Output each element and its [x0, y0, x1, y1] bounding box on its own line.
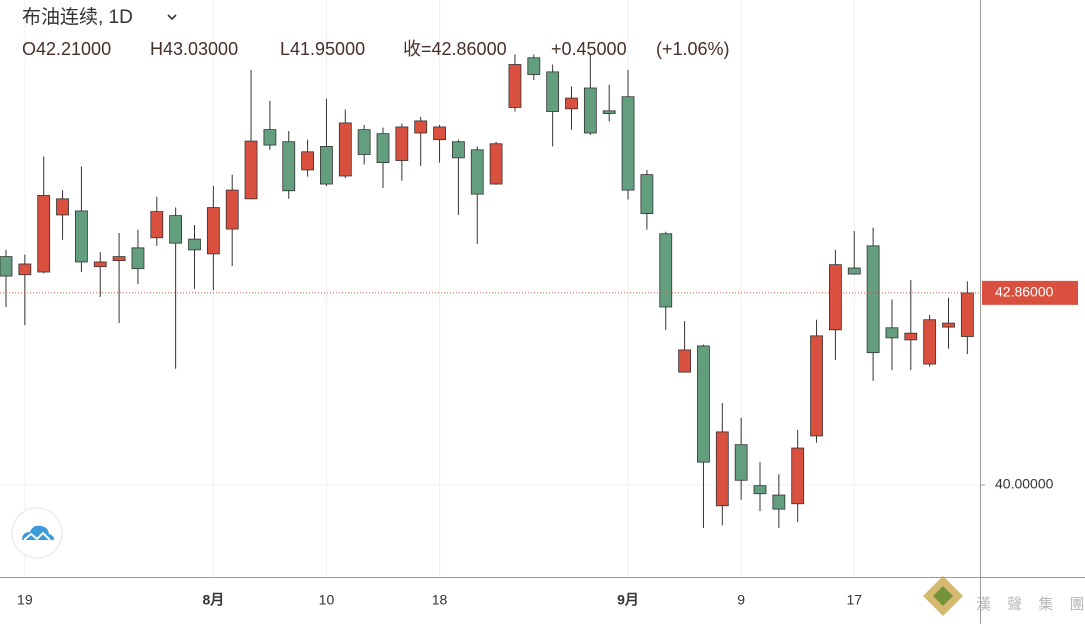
candle-body [697, 345, 710, 463]
candle-body [357, 129, 371, 155]
candle-body [923, 319, 937, 365]
candle-body [734, 444, 748, 481]
candle-body [338, 122, 352, 177]
watermark: 漢 聲 集 團 [976, 596, 1085, 613]
candle-body [942, 322, 955, 328]
candle-body [188, 238, 201, 251]
candle-body [640, 174, 654, 215]
candle-body [866, 245, 880, 354]
candle-body [93, 261, 107, 268]
x-tick-label: 9 [737, 592, 745, 608]
candle-body [470, 149, 484, 195]
candle-body [489, 143, 503, 185]
candle-body [847, 267, 861, 275]
candle-body [37, 195, 51, 273]
x-tick-label: 19 [17, 592, 33, 608]
ohlc-info: +0.45000 [551, 39, 627, 59]
candle-body [508, 64, 522, 108]
candle-body [206, 207, 220, 255]
ohlc-info: O42.21000 [22, 39, 111, 59]
candle-body [829, 264, 842, 331]
candle-body [904, 332, 918, 341]
candle-body [546, 71, 560, 112]
ohlc-info: L41.95000 [280, 39, 365, 59]
candle-body [451, 141, 465, 159]
candle-body [376, 133, 390, 163]
x-tick-label: 8月 [202, 592, 224, 608]
candle-body [433, 126, 446, 141]
candle-body [960, 292, 974, 337]
candle-body [583, 87, 597, 134]
candle-body [263, 129, 277, 146]
dropdown-icon[interactable] [167, 14, 177, 21]
candle-body [565, 97, 578, 110]
candle-body [810, 335, 823, 437]
candle-body [169, 215, 183, 244]
watermark-logo [923, 576, 963, 616]
x-tick-label: 17 [846, 592, 862, 608]
logo-button[interactable] [11, 507, 63, 559]
watermark-diamond-inner [933, 586, 953, 606]
candle-body [0, 256, 13, 277]
candle-body [621, 96, 635, 191]
x-tick-label: 9月 [617, 592, 639, 608]
x-tick-label: 18 [432, 592, 448, 608]
ohlc-info: 收=42.86000 [403, 39, 507, 59]
candle-body [282, 141, 296, 192]
candle-body [678, 349, 691, 373]
marks [0, 54, 980, 528]
candle-body [56, 198, 69, 216]
last-price-box [982, 280, 1078, 305]
labels: O42.21000 H43.03000 L41.95000 收=42.86000 +0.… [17, 39, 1085, 613]
candle-body [791, 447, 805, 505]
candle-body [602, 110, 616, 114]
ohlc-info: (+1.06%) [656, 39, 730, 59]
candle-body [18, 263, 32, 276]
candle-body [527, 57, 541, 75]
candle-body [659, 233, 673, 308]
y-tick-label: 40.00000 [995, 476, 1054, 492]
last-price-label: 42.86000 [995, 284, 1054, 300]
chart-title: 布油连续, 1D [22, 6, 133, 28]
candle-body [112, 256, 126, 262]
candle-body [753, 485, 767, 495]
candle-body [301, 151, 315, 171]
candle-body [225, 189, 239, 230]
candle-body [75, 210, 88, 263]
candle-body [150, 211, 164, 239]
candle-body [320, 146, 333, 185]
candle-body [244, 140, 258, 200]
candle-body [414, 120, 428, 134]
candle-body [885, 327, 899, 339]
x-tick-label: 10 [319, 592, 335, 608]
ohlc-info: H43.03000 [150, 39, 238, 59]
candle-body [772, 494, 786, 510]
candle-body [715, 431, 729, 507]
logo-wave [23, 531, 51, 541]
candle-body [131, 247, 145, 270]
candle-body [395, 126, 409, 161]
